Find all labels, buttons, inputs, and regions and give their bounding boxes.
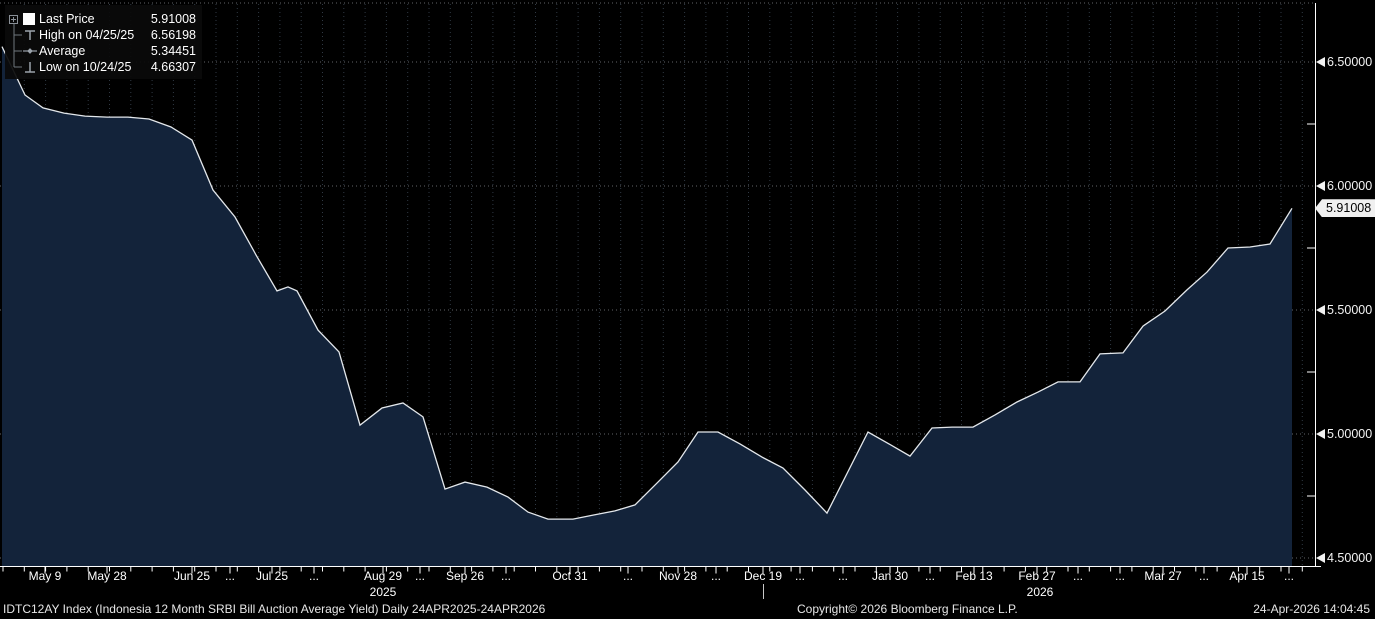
x-tick-label: Nov 28 [658, 569, 698, 583]
x-tick-label-ellipsis: ... [500, 569, 512, 583]
x-tick-label-ellipsis: ... [308, 569, 320, 583]
x-axis-year-label: 2026 [1026, 585, 1054, 599]
legend-value: 5.34451 [150, 44, 196, 58]
chart-legend: Last Price 5.91008 High on 04/25/25 6.56… [5, 5, 202, 79]
x-tick-label: Oct 31 [552, 569, 588, 583]
x-tick-label-ellipsis: ... [1283, 569, 1295, 583]
legend-row-low[interactable]: Low on 10/24/25 4.66307 [5, 59, 202, 75]
footer-timestamp: 24-Apr-2026 14:04:45 [1253, 602, 1370, 616]
y-axis-label: 4.50000 [1316, 550, 1372, 566]
x-tick-label: May 9 [28, 569, 62, 583]
x-tick-label-ellipsis: ... [1198, 569, 1210, 583]
legend-value: 6.56198 [150, 28, 196, 42]
footer-copyright: Copyright© 2026 Bloomberg Finance L.P. [797, 602, 1018, 616]
y-axis-arrow-icon [1316, 305, 1325, 315]
legend-label: High on 04/25/25 [39, 28, 135, 42]
legend-label: Low on 10/24/25 [39, 60, 132, 74]
x-tick-label-ellipsis: ... [224, 569, 236, 583]
y-axis-label: 5.00000 [1316, 426, 1372, 442]
x-tick-label: Sep 26 [445, 569, 485, 583]
legend-row-high[interactable]: High on 04/25/25 6.56198 [5, 27, 202, 43]
y-axis-arrow-icon [1316, 57, 1325, 67]
legend-row-last-price[interactable]: Last Price 5.91008 [5, 11, 202, 27]
last-price-flag: 5.91008 [1315, 199, 1375, 218]
last-price-swatch-icon [23, 12, 39, 26]
x-tick-label-ellipsis: ... [710, 569, 722, 583]
x-tick-label-ellipsis: ... [1072, 569, 1084, 583]
x-tick-label: Feb 27 [1018, 569, 1056, 583]
x-tick-label-ellipsis: ... [837, 569, 849, 583]
y-axis-label: 5.50000 [1316, 302, 1372, 318]
legend-tree-connector [13, 24, 22, 68]
high-whisker-icon [23, 28, 39, 42]
x-tick-label: Mar 27 [1144, 569, 1182, 583]
y-axis-arrow-icon [1316, 553, 1325, 563]
price-area [2, 46, 1292, 567]
x-tick-label: May 28 [87, 569, 127, 583]
average-marker-icon [23, 44, 39, 58]
footer-bar: IDTC12AY Index (Indonesia 12 Month SRBI … [0, 601, 1375, 619]
footer-security-description: IDTC12AY Index (Indonesia 12 Month SRBI … [3, 602, 546, 616]
price-chart-canvas[interactable] [0, 0, 1375, 576]
legend-row-average[interactable]: Average 5.34451 [5, 43, 202, 59]
x-tick-label: Feb 13 [955, 569, 993, 583]
x-tick-label: Dec 19 [743, 569, 783, 583]
legend-value: 5.91008 [150, 12, 196, 26]
y-axis-label: 6.50000 [1316, 54, 1372, 70]
legend-label: Last Price [39, 12, 95, 26]
x-tick-label: Jan 30 [871, 569, 909, 583]
legend-expand-icon[interactable] [9, 15, 18, 24]
x-tick-label-ellipsis: ... [794, 569, 806, 583]
x-tick-label-ellipsis: ... [1114, 569, 1126, 583]
x-tick-label-ellipsis: ... [622, 569, 634, 583]
x-tick-label: Jul 25 [255, 569, 289, 583]
price-line [1, 46, 1293, 520]
legend-label: Average [39, 44, 86, 58]
low-whisker-icon [23, 60, 39, 74]
x-tick-label-ellipsis: ... [924, 569, 936, 583]
x-tick-label-ellipsis: ... [414, 569, 426, 583]
x-axis-year-label: 2025 [369, 585, 397, 599]
y-axis-arrow-icon [1316, 181, 1325, 191]
year-divider-line [763, 584, 764, 599]
x-tick-label: Jun 25 [173, 569, 211, 583]
legend-value: 4.66307 [150, 60, 196, 74]
x-tick-label: Apr 15 [1229, 569, 1265, 583]
y-axis-label: 6.00000 [1316, 178, 1372, 194]
y-axis-arrow-icon [1316, 429, 1325, 439]
x-tick-label: Aug 29 [363, 569, 403, 583]
